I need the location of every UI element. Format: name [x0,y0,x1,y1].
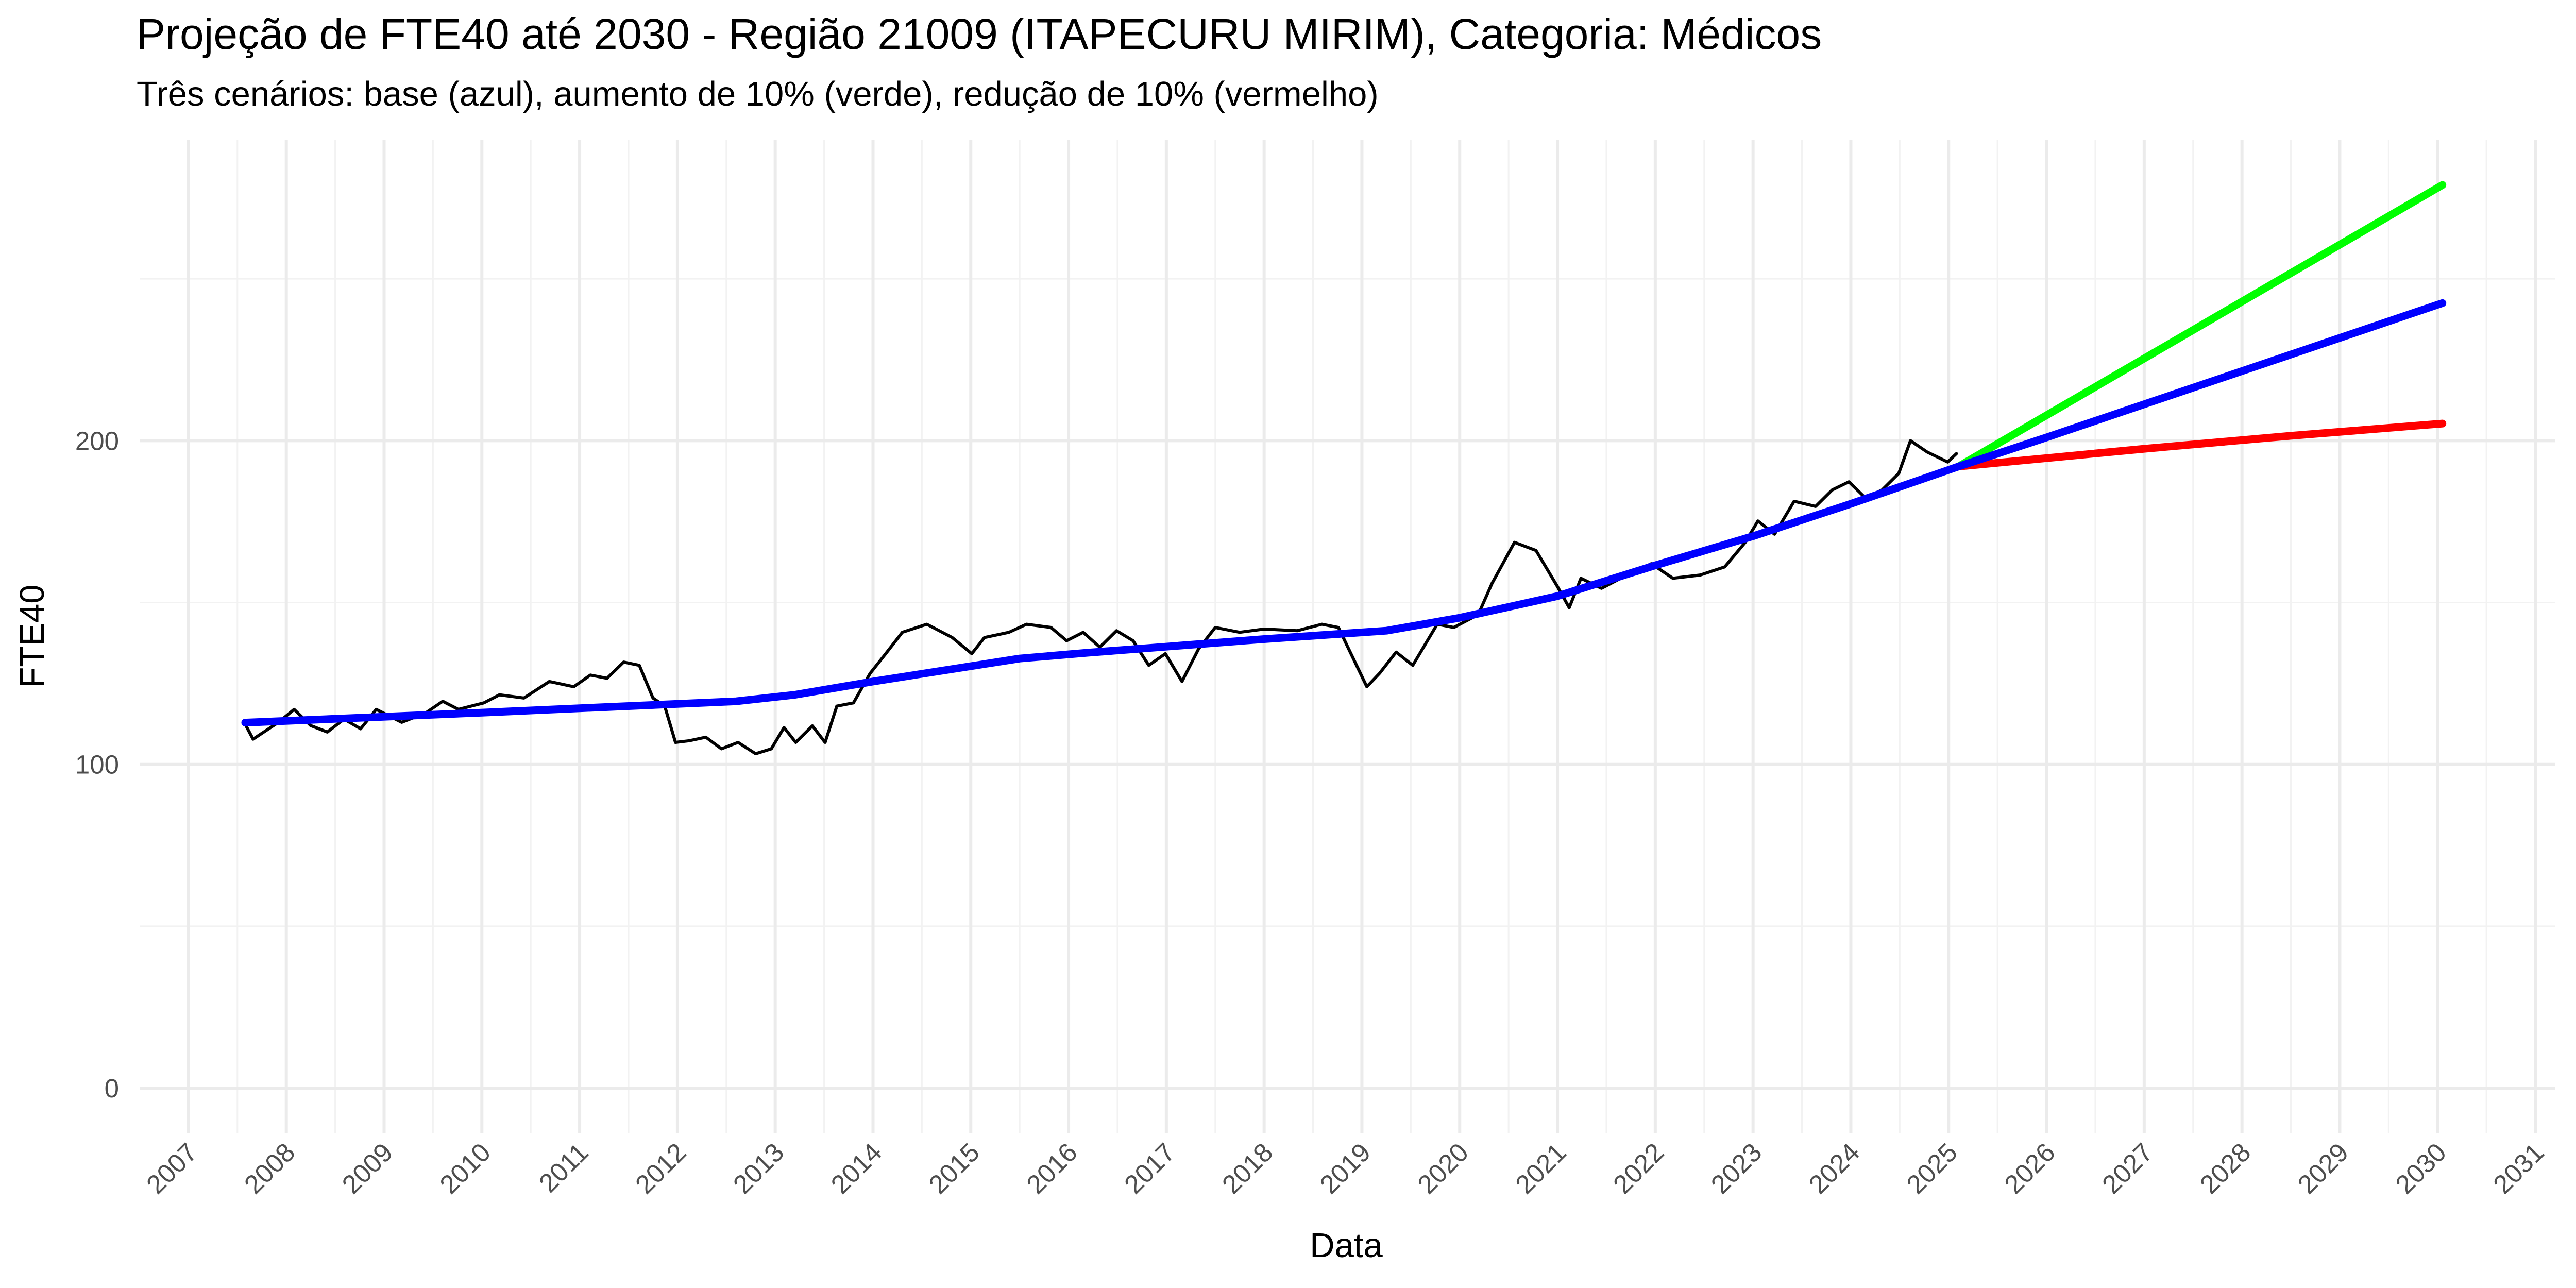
y-tick-label: 200 [75,426,119,455]
series-line [1954,419,2447,471]
lines [241,181,2447,755]
y-axis-title: FTE40 [13,584,52,688]
chart-title: Projeção de FTE40 até 2030 - Região 2100… [137,10,1822,58]
chart-subtitle: Três cenários: base (azul), aumento de 1… [137,75,1379,113]
y-tick-label: 0 [105,1074,119,1103]
series-line [1954,181,2447,471]
x-axis-title: Data [1310,1226,1383,1265]
series-line [241,299,2447,727]
y-tick-label: 100 [75,750,119,779]
series-line [244,439,1958,755]
grid [140,140,2555,1133]
